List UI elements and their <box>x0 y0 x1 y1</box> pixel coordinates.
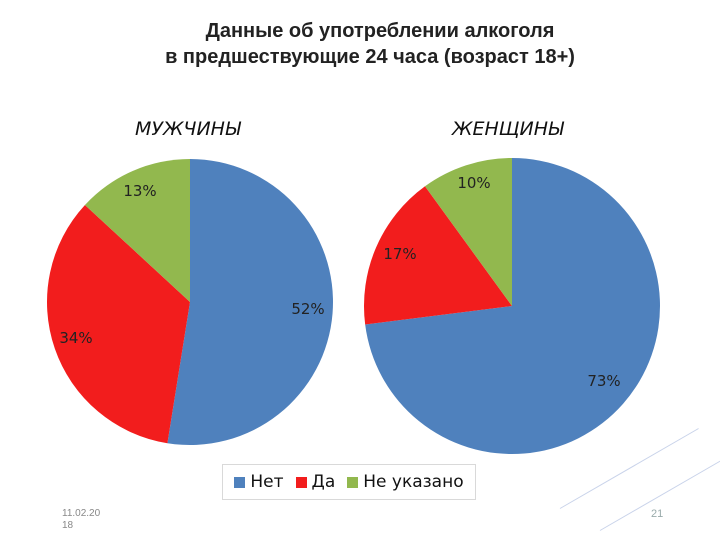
legend-swatch-yes <box>295 476 307 488</box>
men-chart-title: МУЖЧИНЫ <box>135 118 241 140</box>
legend-swatch-no <box>234 476 246 488</box>
men-label-no: 52% <box>291 300 324 318</box>
women-label-yes: 17% <box>383 245 416 263</box>
slide-title-line1: Данные об употреблении алкоголя <box>205 20 555 42</box>
legend-swatch-unspecified <box>347 476 359 488</box>
men-label-unspecified: 13% <box>123 182 156 200</box>
legend-item-yes: Да <box>295 472 336 492</box>
legend-label-yes: Да <box>311 472 336 492</box>
slide-date: 11.02.20 18 <box>62 508 101 531</box>
women-chart-title: ЖЕНЩИНЫ <box>452 118 564 140</box>
chart-legend: Нет Да Не указано <box>222 464 476 500</box>
page-number: 21 <box>651 508 664 520</box>
slide-title-line2: в предшествующие 24 часа (возраст 18+) <box>165 46 575 68</box>
men-slice-no <box>167 159 333 445</box>
men-slice-yes <box>46 204 190 444</box>
legend-label-no: Нет <box>250 472 284 492</box>
women-slice-no <box>365 158 660 454</box>
women-slice-yes <box>364 186 512 325</box>
slide-title: Данные об употреблении алкоголя в предше… <box>0 18 720 70</box>
legend-label-unspecified: Не указано <box>363 472 464 492</box>
women-slice-unspecified <box>425 158 512 306</box>
legend-item-unspecified: Не указано <box>347 472 464 492</box>
women-label-no: 73% <box>587 372 620 390</box>
legend-item-no: Нет <box>234 472 284 492</box>
women-label-unspecified: 10% <box>457 174 490 192</box>
men-slice-unspecified <box>84 159 190 302</box>
men-label-yes: 34% <box>59 329 92 347</box>
